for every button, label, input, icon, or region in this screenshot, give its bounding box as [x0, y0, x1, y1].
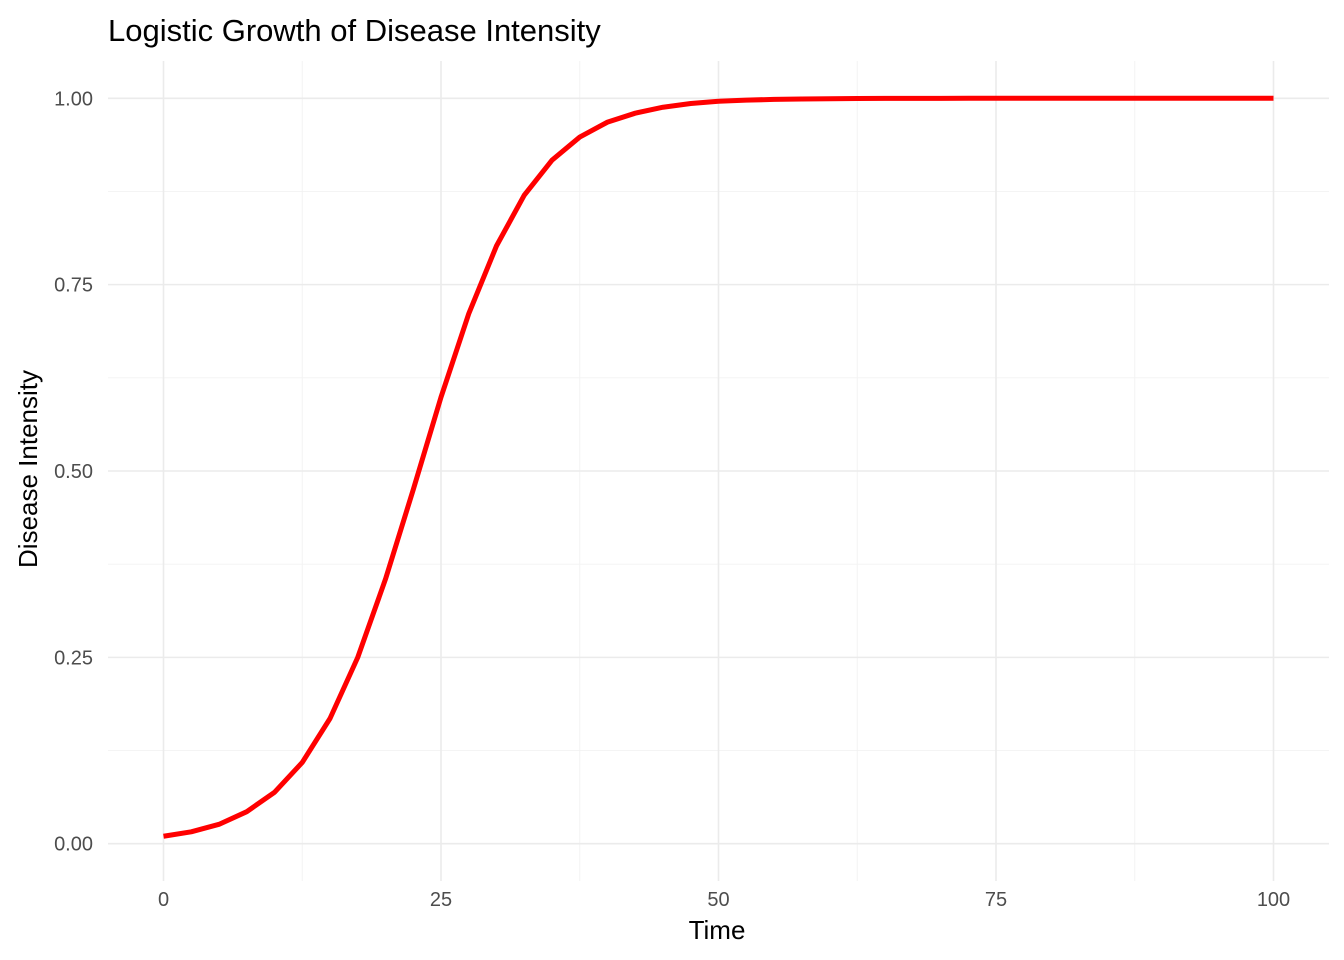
x-tick-label: 25 — [430, 889, 452, 911]
x-tick-label: 0 — [158, 889, 169, 911]
series-layer — [163, 95, 1274, 839]
x-tick-label: 50 — [707, 889, 729, 911]
y-axis-label: Disease Intensity — [13, 370, 43, 568]
y-tick-label: 0.00 — [54, 834, 93, 856]
x-axis-label: Time — [689, 915, 746, 945]
y-axis-ticks: 0.00 0.25 0.50 0.75 1.00 — [54, 88, 93, 855]
x-tick-label: 100 — [1257, 889, 1290, 911]
y-tick-label: 1.00 — [54, 88, 93, 110]
y-tick-label: 0.50 — [54, 461, 93, 483]
chart-title: Logistic Growth of Disease Intensity — [108, 13, 601, 48]
x-axis-ticks: 0 25 50 75 100 — [158, 889, 1290, 911]
y-tick-label: 0.25 — [54, 647, 93, 669]
grid — [108, 61, 1329, 881]
x-tick-label: 75 — [985, 889, 1007, 911]
series-line — [163, 95, 1274, 839]
y-tick-label: 0.75 — [54, 275, 93, 297]
